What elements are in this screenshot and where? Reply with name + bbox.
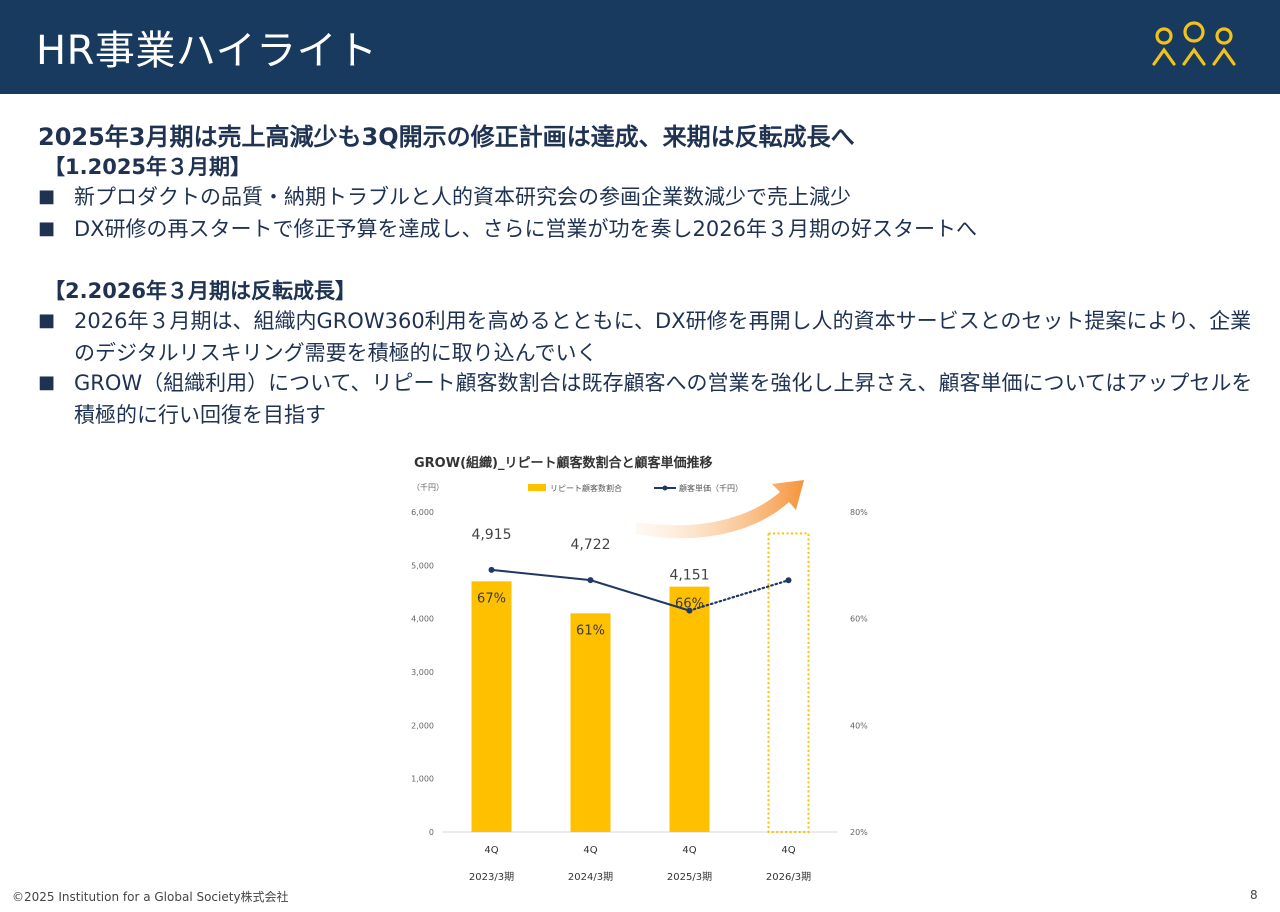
line-series-actual: [491, 568, 690, 612]
bar: [471, 581, 512, 832]
bar: [669, 586, 710, 832]
line-point: [488, 566, 495, 573]
left-axis-tick-label: 1,000: [411, 775, 434, 784]
bullet-square-icon: ■: [38, 186, 56, 207]
page-title: HR事業ハイライト: [36, 28, 378, 74]
line-data-label: 4,151: [669, 568, 709, 584]
x-axis-period-label: 2025/3期: [667, 871, 712, 883]
bullet-item: ■ GROW（組織利用）について、リピート顧客数割合は既存顧客への営業を強化し上…: [38, 367, 1258, 431]
company-logo-icon: [1152, 21, 1236, 66]
right-axis-tick-label: 60%: [850, 615, 868, 624]
bullet-text: DX研修の再スタートで修正予算を達成し、さらに営業が功を奏し2026年３月期の好…: [74, 217, 977, 241]
x-axis-period-label: 2023/3期: [469, 871, 514, 883]
headline: 2025年3月期は売上高減少も3Q開示の修正計画は達成、来期は反転成長へ: [38, 123, 855, 151]
projected-bar: [767, 532, 810, 833]
x-axis-category-label: 4Q: [583, 845, 597, 856]
legend-bar-swatch: [528, 484, 546, 491]
bullet-text: 2026年３月期は、組織内GROW360利用を高めるとともに、DX研修を再開し人…: [74, 309, 1252, 365]
left-axis-tick-label: 3,000: [411, 668, 434, 677]
x-axis-category-label: 4Q: [781, 845, 795, 856]
line-point: [785, 577, 792, 584]
left-axis-tick-label: 4,000: [411, 615, 434, 624]
x-axis-period-label: 2026/3期: [766, 871, 811, 883]
chart-title: GROW(組織)_リピート顧客数割合と顧客単価推移: [414, 456, 713, 471]
page-number: 8: [1250, 888, 1258, 902]
bullet-square-icon: ■: [38, 310, 56, 331]
right-axis-tick-label: 80%: [850, 508, 868, 517]
bar-data-label: 67%: [477, 591, 506, 606]
legend-line-marker: [662, 485, 668, 491]
combo-chart: 0 1,000 2,000 3,000 4,000 5,000 6,000 20% 40% 60%…: [411, 480, 868, 883]
right-axis-tick-label: 40%: [850, 721, 868, 730]
bullet-item: ■ 2026年３月期は、組織内GROW360利用を高めるとともに、DX研修を再開…: [38, 305, 1258, 369]
line-data-label: 4,722: [570, 537, 610, 553]
line-point: [587, 577, 594, 584]
section-title-2025: 【1.2025年３月期】: [44, 155, 252, 179]
line-point: [686, 607, 693, 614]
legend-bar-label: リピート顧客数割合: [550, 483, 622, 493]
bullet-square-icon: ■: [38, 218, 56, 239]
line-data-label: 4,915: [471, 527, 511, 543]
bullet-text: 新プロダクトの品質・納期トラブルと人的資本研究会の参画企業数減少で売上減少: [74, 185, 851, 209]
left-axis-tick-label: 0: [429, 828, 434, 837]
left-axis-unit: （千円）: [412, 482, 444, 492]
bullet-square-icon: ■: [38, 372, 56, 393]
right-axis-tick-label: 20%: [850, 828, 868, 837]
header-bar: HR事業ハイライト: [0, 0, 1280, 94]
legend-line-label: 顧客単価（千円）: [679, 483, 743, 493]
growth-arrow-icon: [636, 480, 804, 539]
left-axis-tick-label: 5,000: [411, 561, 434, 570]
bullet-item: ■ 新プロダクトの品質・納期トラブルと人的資本研究会の参画企業数減少で売上減少: [38, 181, 1258, 213]
x-axis-category-label: 4Q: [682, 845, 696, 856]
bar: [570, 613, 611, 832]
footer-copyright: ©2025 Institution for a Global Society株式…: [12, 890, 289, 904]
x-axis-category-label: 4Q: [484, 845, 498, 856]
bullet-item: ■ DX研修の再スタートで修正予算を達成し、さらに営業が功を奏し2026年３月期…: [38, 213, 1258, 245]
bullet-text: GROW（組織利用）について、リピート顧客数割合は既存顧客への営業を強化し上昇さ…: [74, 371, 1253, 427]
x-axis-period-label: 2024/3期: [568, 871, 613, 883]
bar-data-label: 61%: [576, 623, 605, 638]
line-series-projected: [688, 579, 790, 612]
left-axis-tick-label: 2,000: [411, 721, 434, 730]
section-title-2026: 【2.2026年３月期は反転成長】: [44, 279, 357, 303]
left-axis-tick-label: 6,000: [411, 508, 434, 517]
